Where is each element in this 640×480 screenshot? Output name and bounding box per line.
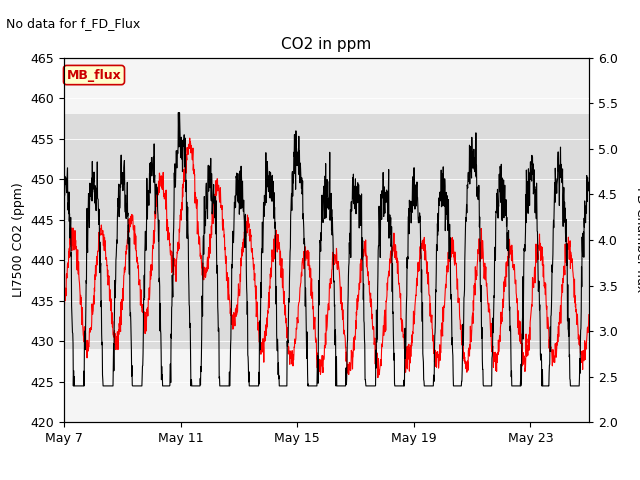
Text: No data for f_FD_Flux: No data for f_FD_Flux <box>6 17 141 30</box>
Text: MB_flux: MB_flux <box>67 69 122 82</box>
Title: CO2 in ppm: CO2 in ppm <box>281 37 372 52</box>
Y-axis label: FD Chamber flux: FD Chamber flux <box>634 187 640 293</box>
Bar <box>64 114 589 349</box>
Y-axis label: LI7500 CO2 (ppm): LI7500 CO2 (ppm) <box>12 182 25 298</box>
Legend: li75_co2_ppm, er_ANNnight: li75_co2_ppm, er_ANNnight <box>186 476 467 480</box>
